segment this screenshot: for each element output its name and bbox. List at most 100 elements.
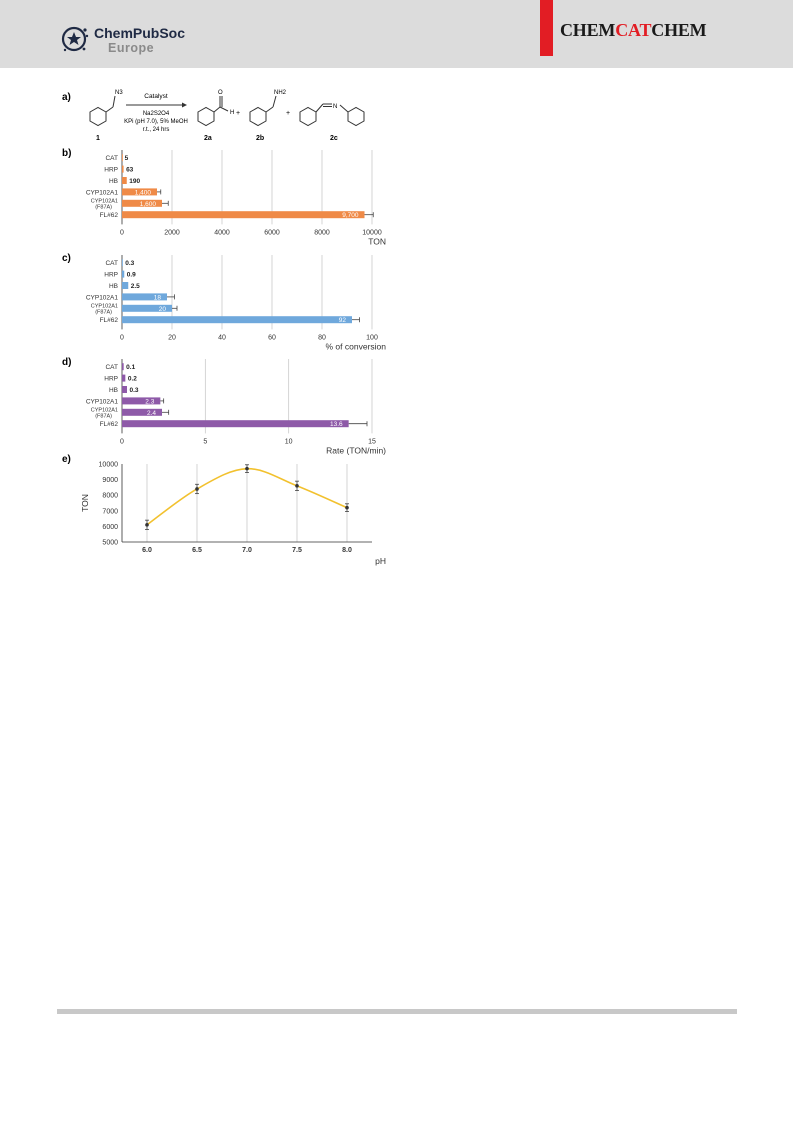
publisher-name: ChemPubSoc: [94, 25, 186, 41]
value-label: 92: [339, 317, 347, 324]
aldehyde-structure: [197, 96, 229, 127]
x-tick-label: 8.0: [342, 547, 352, 554]
x-axis-title: % of conversion: [326, 341, 387, 351]
value-label: 2.3: [145, 398, 154, 405]
x-tick-label: 4000: [214, 229, 230, 236]
ph-line-chart: e) 5000 6000 7000 8000 9000 10000 6.0 6.5 7.0 7.5 8…: [62, 454, 386, 566]
panel-label: d): [62, 357, 71, 368]
category-label: CAT: [105, 364, 118, 371]
category-label: CYP102A1: [91, 303, 118, 309]
x-tick-label: 10: [285, 438, 293, 445]
bar: [122, 397, 161, 405]
value-label: 0.3: [130, 387, 139, 394]
x-tick-label: 0: [120, 229, 124, 236]
chempubsoc-logo: ChemPubSoc Europe: [60, 22, 200, 58]
value-label: 5: [125, 155, 129, 162]
value-label: 0.1: [126, 364, 135, 371]
bar: [122, 363, 124, 371]
category-label-sub: (F87A): [95, 204, 112, 210]
chempubsoc-star-icon: [61, 26, 89, 52]
arrow-catalyst-label: Catalyst: [144, 93, 168, 100]
x-tick-label: 10000: [362, 229, 382, 236]
value-label: 9,700: [342, 212, 359, 219]
panel-label: e): [62, 454, 71, 465]
azide-n3-label: N3: [115, 90, 123, 96]
imine-structure: [299, 103, 365, 127]
value-label: 1,600: [140, 201, 157, 208]
footer-rule: [57, 1009, 737, 1014]
bar: [122, 282, 129, 289]
y-tick-label: 9000: [102, 477, 118, 484]
category-label: HRP: [104, 272, 118, 279]
bar: [122, 408, 162, 416]
x-axis-title: pH: [375, 556, 386, 566]
y-tick-label: 8000: [102, 493, 118, 500]
category-label: CAT: [105, 155, 118, 162]
category-label: FL#62: [100, 317, 119, 324]
compound-2a-label: 2a: [204, 135, 212, 142]
plus-sign-2: +: [286, 110, 290, 117]
journal-title-part-1: CHEM: [560, 20, 616, 40]
x-axis-title: Rate (TON/min): [326, 445, 386, 455]
imine-n-label: N: [333, 104, 337, 110]
ton-bar-chart: b) 0 2000 4000 6000 8000 10000 CAT 5 HRP 63 HB 190 CY…: [62, 148, 386, 246]
data-point: [245, 466, 249, 471]
arrow-reagent-label: Na2S2O4: [143, 111, 170, 117]
data-point: [195, 487, 199, 491]
x-tick-label: 100: [366, 334, 378, 341]
arrow-buffer-label: KPi (pH 7.0), 5% MeOH: [124, 119, 188, 125]
x-tick-label: 0: [120, 438, 124, 445]
bar: [122, 199, 162, 207]
y-tick-label: 10000: [99, 462, 119, 469]
reaction-arrow-head: [182, 102, 187, 108]
value-label: 0.3: [125, 260, 134, 267]
value-label: 0.2: [128, 376, 137, 383]
bar: [122, 316, 352, 324]
category-label: CYP102A1: [91, 198, 118, 204]
bar: [122, 259, 123, 267]
x-tick-label: 5: [203, 438, 207, 445]
x-tick-label: 6.5: [192, 547, 202, 554]
y-tick-label: 5000: [102, 540, 118, 547]
x-tick-label: 40: [218, 334, 226, 341]
publisher-region: Europe: [108, 41, 155, 55]
value-label: 13.6: [330, 421, 343, 428]
category-label: CYP102A1: [86, 398, 119, 405]
value-label: 20: [159, 306, 167, 313]
category-label: CYP102A1: [91, 407, 118, 413]
value-label: 2.4: [147, 410, 156, 417]
x-tick-label: 80: [318, 334, 326, 341]
category-label: HRP: [104, 376, 118, 383]
compound-2b-label: 2b: [256, 135, 264, 142]
journal-accent-bar: [540, 0, 553, 56]
category-label: CYP102A1: [86, 189, 119, 196]
compound-1-label: 1: [96, 135, 100, 142]
x-tick-label: 7.5: [292, 547, 302, 554]
x-tick-label: 7.0: [242, 547, 252, 554]
arrow-condition-label: r.t., 24 hrs: [143, 127, 170, 133]
journal-title-part-3: CHEM: [651, 20, 707, 40]
category-label-sub: (F87A): [95, 309, 112, 315]
aldehyde-h-label: H: [230, 110, 234, 116]
value-label: 2.5: [131, 283, 140, 290]
category-label: FL#62: [100, 212, 119, 219]
x-tick-label: 60: [268, 334, 276, 341]
bar: [122, 177, 127, 184]
journal-title-part-2: CAT: [615, 20, 652, 40]
data-point: [145, 523, 149, 527]
bar: [122, 154, 123, 162]
value-label: 63: [126, 167, 134, 174]
x-tick-label: 0: [120, 334, 124, 341]
value-label: 0.9: [127, 272, 136, 279]
azide-structure: [89, 95, 116, 127]
category-label: CYP102A1: [86, 294, 119, 301]
bar: [122, 270, 125, 278]
panel-label: b): [62, 148, 71, 159]
bar: [122, 304, 172, 312]
x-tick-label: 15: [368, 438, 376, 445]
bar: [122, 420, 349, 428]
bar: [122, 188, 157, 196]
value-label: 18: [154, 294, 162, 301]
amine-nh2-label: NH2: [274, 90, 287, 96]
bar: [122, 374, 126, 382]
